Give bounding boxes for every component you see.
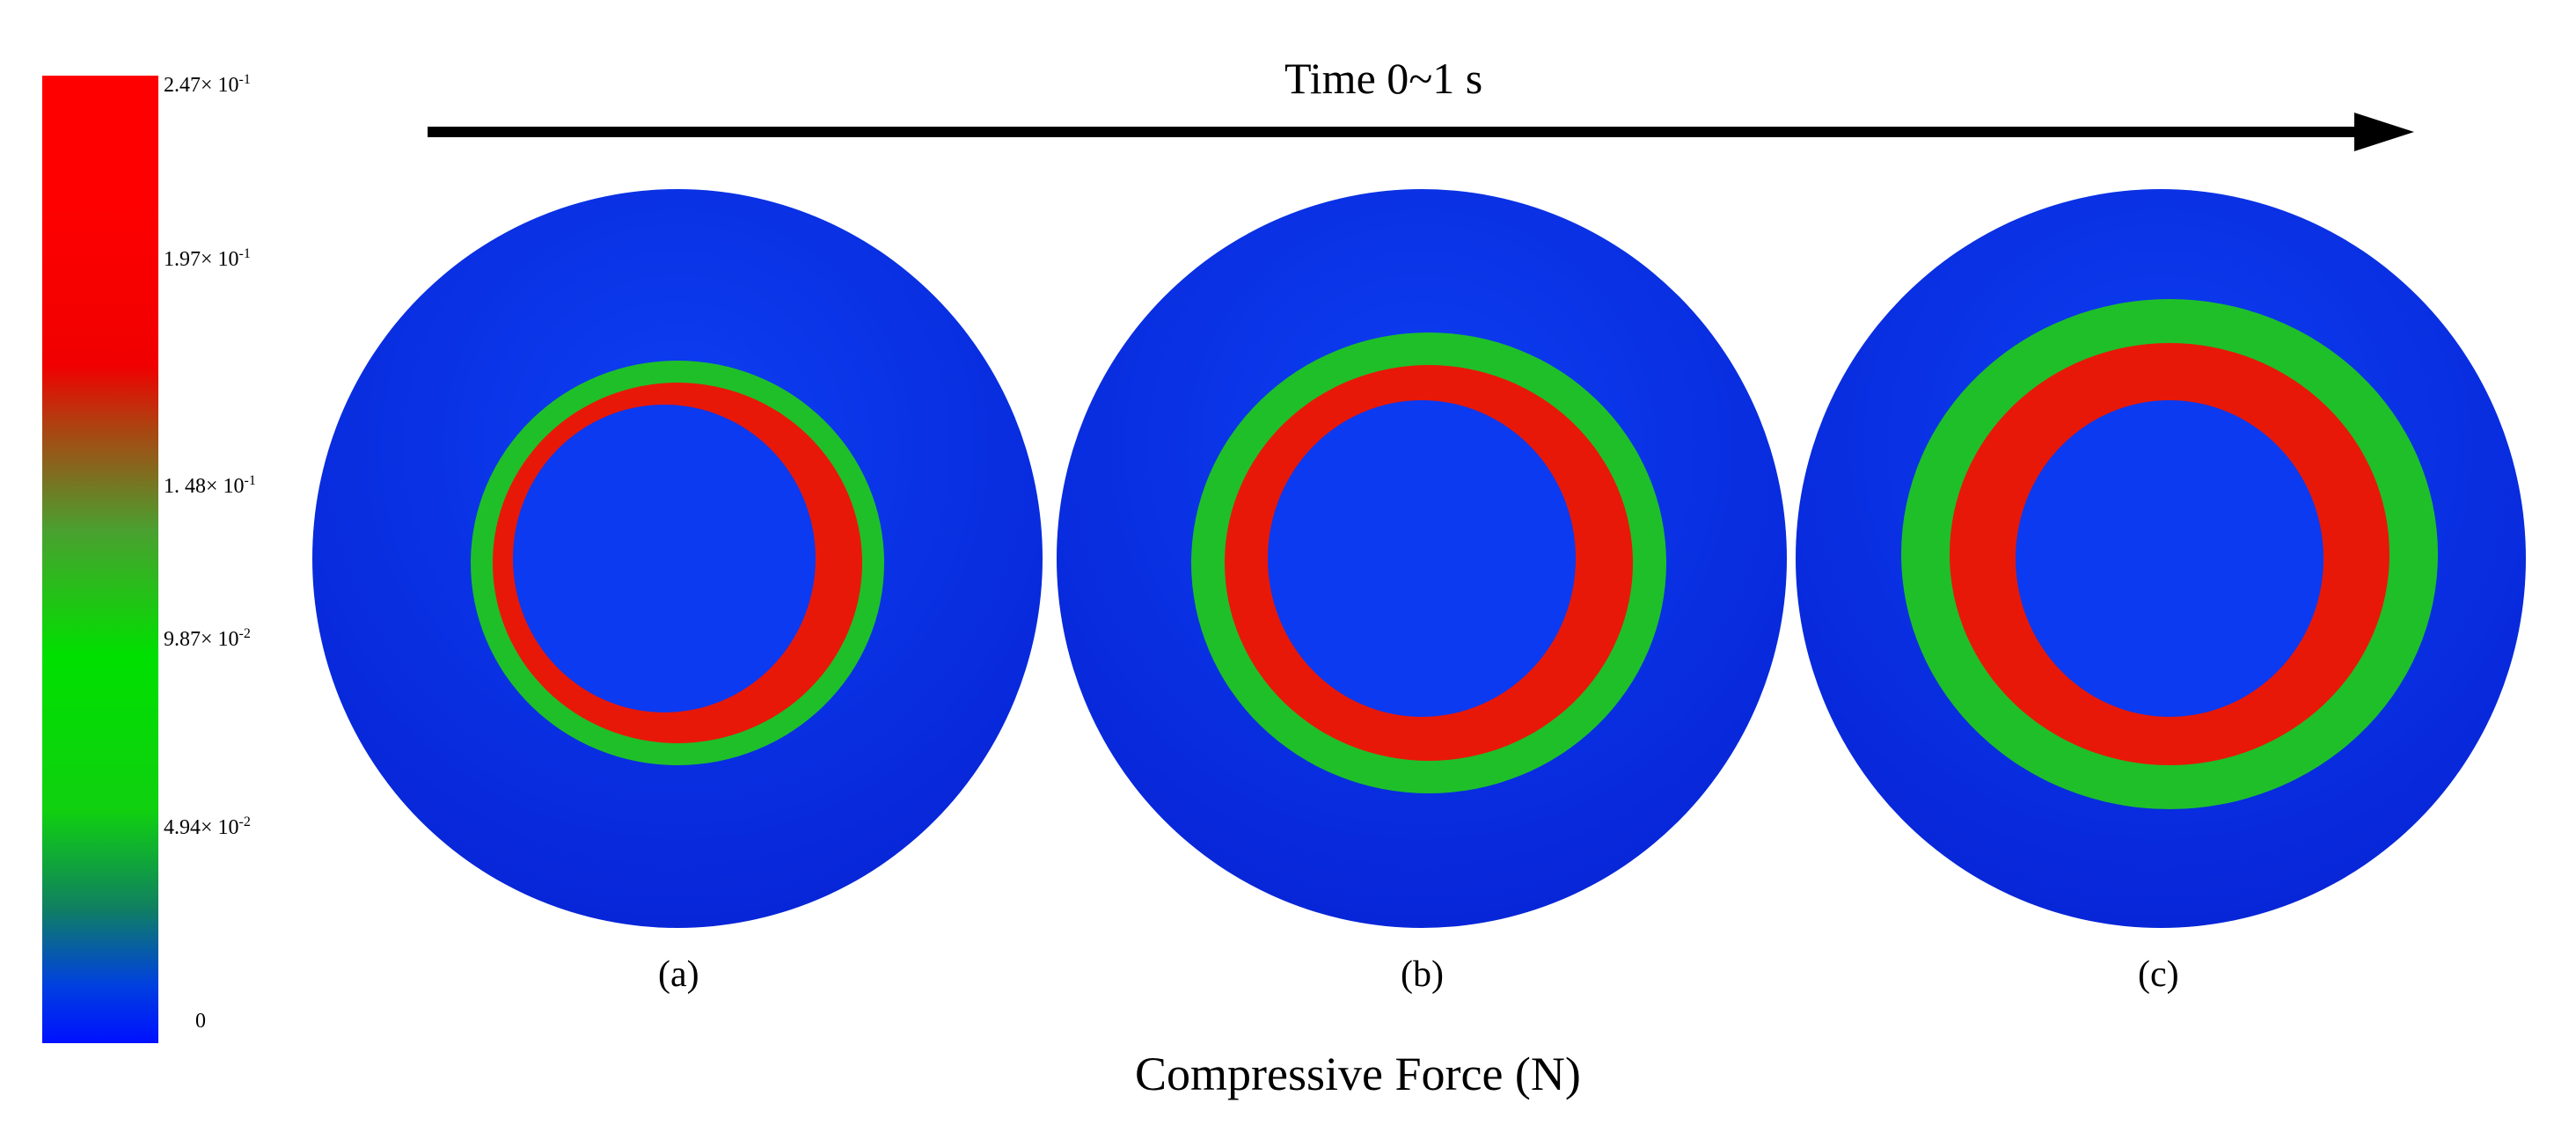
time-arrow-icon [428,113,2414,151]
panel-a [308,185,1047,932]
ring-image-c [1796,189,2526,928]
time-axis-label: Time 0~1 s [1284,54,1483,103]
colorbar-tick-4: 4.94× 10-2 [164,814,251,840]
colorbar-tick-2: 1. 48× 10-1 [164,473,256,499]
times-symbol: × [201,816,213,839]
times-symbol: × [201,74,213,97]
times-symbol: × [206,475,218,498]
ring-image-b [1057,189,1787,928]
tick-exponent: -1 [238,246,251,261]
inner-hole [513,405,816,712]
tick-mantissa: 9.87 [164,628,201,651]
colorbar-tick-5: 0 [195,1010,206,1033]
colorbar-tick-1: 1.97× 10-1 [164,246,251,272]
tick-mantissa: 1.97 [164,248,201,271]
tick-exponent: -2 [238,814,251,829]
tick-exponent: -1 [244,473,256,488]
tick-base: 10 [217,74,239,97]
tick-base: 10 [217,628,239,651]
ring-image-a [312,189,1043,928]
tick-exponent: -2 [238,626,251,641]
panel-b-label: (b) [1401,954,1444,995]
tick-mantissa: 4.94 [164,816,201,839]
tick-base: 10 [223,475,245,498]
tick-mantissa: 0 [195,1010,206,1033]
tick-exponent: -1 [238,72,251,87]
times-symbol: × [201,248,213,271]
tick-mantissa: 2.47 [164,74,201,97]
panel-c-label: (c) [2138,954,2179,995]
colorbar-gradient [42,76,158,1043]
figure-caption-label: Compressive Force (N) [1135,1048,1581,1100]
inner-hole [1268,400,1576,717]
tick-base: 10 [217,248,239,271]
tick-base: 10 [217,816,239,839]
panel-c [1791,185,2530,932]
tick-mantissa: 1. 48 [164,475,206,498]
inner-hole [2016,400,2324,717]
colorbar-tick-3: 9.87× 10-2 [164,626,251,652]
panel-b [1052,185,1791,932]
times-symbol: × [201,628,213,651]
panel-a-label: (a) [658,954,699,995]
colorbar-tick-0: 2.47× 10-1 [164,72,251,98]
